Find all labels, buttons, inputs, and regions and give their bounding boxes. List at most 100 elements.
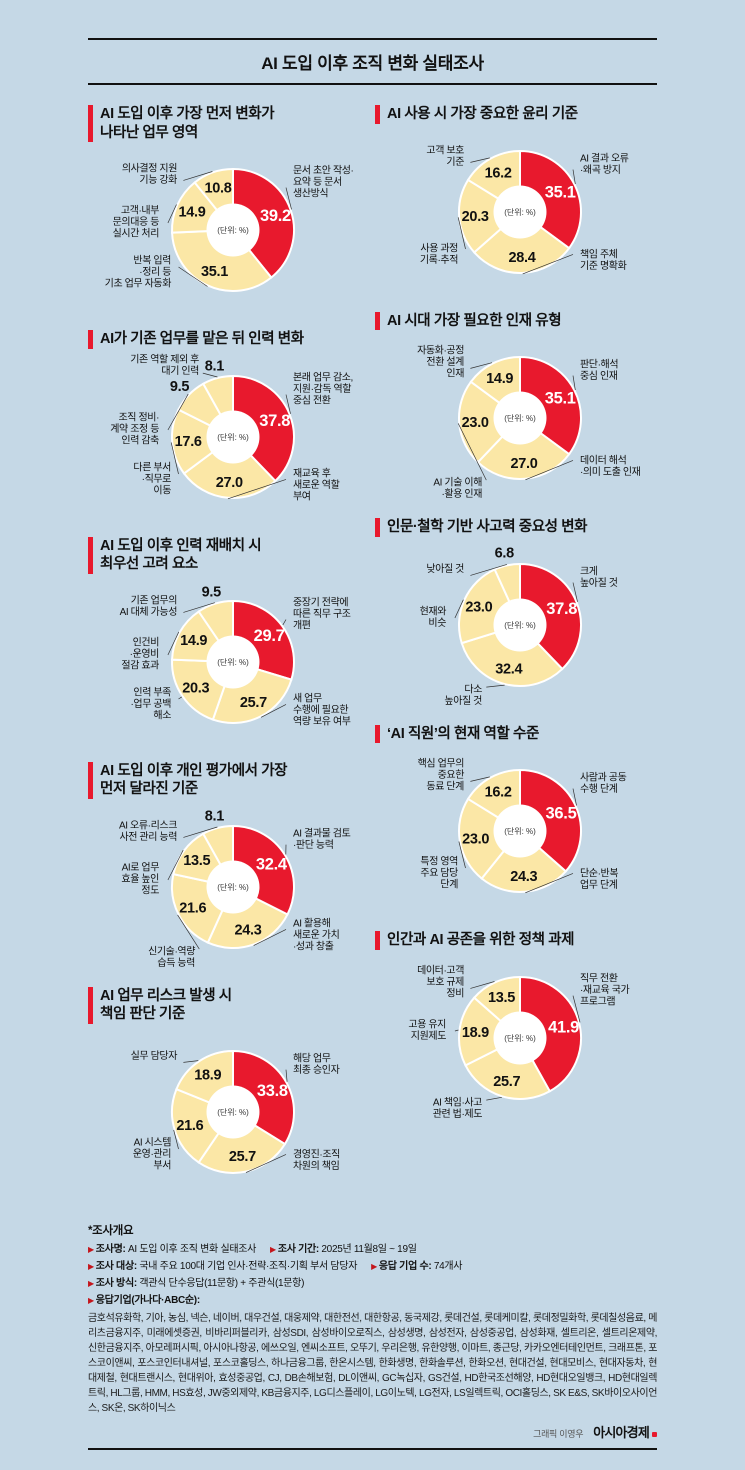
- slice-label: 신기술·역량 습득 능력: [148, 945, 195, 969]
- slice-value: 28.4: [508, 250, 535, 266]
- leader-line: [183, 1060, 199, 1063]
- slice-value: 24.3: [510, 869, 537, 885]
- slice-label: 고용 유지 지원제도: [408, 1018, 446, 1042]
- slice-label: 자동화·공정 전환 설계 인재: [417, 345, 464, 380]
- slice-value: 20.3: [182, 680, 209, 696]
- chart-title-text: 인문·철학 기반 사고력 중요성 변화: [387, 519, 588, 536]
- slice-value: 21.6: [179, 900, 206, 916]
- leader-line: [227, 478, 287, 499]
- donut-chart-svg: (단위: %) 35.1AI 결과 오류 ·왜곡 방지 28.4 책임 주체 기준 명확화…: [420, 144, 629, 274]
- leader-line: [245, 1154, 287, 1173]
- title-accent-bar: [88, 536, 93, 574]
- slice-value: 14.9: [180, 633, 207, 649]
- company-list: 금호석유화학, 기아, 농심, 넥슨, 네이버, 대우건설, 대웅제약, 대한전…: [88, 1312, 657, 1414]
- leader-line: [178, 696, 182, 700]
- slice-label: 재교육 후 새로운 역할 부여: [293, 467, 340, 502]
- leader-line: [183, 171, 213, 181]
- slice-label: 다소 높아질 것: [444, 683, 482, 707]
- title-accent-bar: [375, 311, 380, 331]
- chart-title: AI 사용 시 가장 중요한 윤리 기준: [375, 105, 657, 124]
- charts-grid: AI 도입 이후 가장 먼저 변화가 나타난 업무 영역 (단위: %) 39.2 문…: [88, 105, 657, 1212]
- unit-label: (단위: %): [504, 826, 536, 836]
- slice-value: 23.0: [462, 415, 489, 431]
- chart-policy-tasks: 인간과 AI 공존을 위한 정책 과제 (단위: %) 41.9 직무 전환 ·재교육 …: [375, 931, 657, 1128]
- slice-label: 고객·내부 문의대응 등 실시간 처리: [113, 205, 160, 240]
- leader-line: [470, 157, 490, 163]
- donut-slice: [232, 374, 295, 482]
- chart-title-text: AI 업무 리스크 발생 시 책임 판단 기준: [100, 987, 232, 1023]
- slice-value: 23.0: [462, 832, 489, 848]
- chart-title-text: AI 도입 이후 개인 평가에서 가장 먼저 달라진 기준: [100, 762, 288, 798]
- slice-label: 기존 역할 제외 후 대기 인력: [130, 353, 199, 377]
- slice-value: 39.2: [260, 207, 291, 225]
- survey-item-label: 조사명:: [95, 1243, 128, 1255]
- page-title: AI 도입 이후 조직 변화 실태조사: [261, 54, 484, 73]
- leader-line: [572, 375, 576, 391]
- unit-label: (단위: %): [217, 225, 249, 235]
- slice-label: 단순·반복 업무 단계: [580, 867, 618, 891]
- slice-value: 25.7: [229, 1149, 256, 1165]
- slice-label: 경영진·조직 차원의 책임: [293, 1147, 340, 1172]
- leader-line: [183, 826, 218, 838]
- brand-mark-icon: [652, 1431, 657, 1437]
- leader-line: [202, 372, 218, 377]
- chart-first-changed-work-area: AI 도입 이후 가장 먼저 변화가 나타난 업무 영역 (단위: %) 39.2 문…: [88, 105, 370, 320]
- leader-line: [572, 788, 577, 806]
- leader-line: [167, 849, 184, 880]
- donut-hole: [206, 1085, 260, 1139]
- chart-title-text: AI가 기존 업무를 맡은 뒤 인력 변화: [100, 331, 304, 348]
- survey-overview: *조사개요 ▶ 조사명: AI 도입 이후 조직 변화 실태조사 ▶ 조사 기간:…: [88, 1222, 657, 1450]
- slice-value: 37.8: [546, 600, 577, 618]
- slice-value: 25.7: [493, 1074, 520, 1090]
- donut-chart-svg: (단위: %) 37.8본래 업무 감소, 지원·감독 역할 중심 전환 27.0 재교육…: [110, 353, 353, 502]
- slice-value: 13.5: [183, 853, 210, 869]
- bullet-icon: ▶: [88, 1244, 96, 1254]
- slice-value: 8.1: [205, 808, 224, 824]
- slice-label: 데이터 해석 ·의미 도출 인재: [580, 453, 641, 478]
- donut-slice: [472, 210, 571, 274]
- slice-label: 낮아질 것: [426, 563, 464, 575]
- leader-line: [454, 599, 464, 618]
- charts-column-left: AI 도입 이후 가장 먼저 변화가 나타난 업무 영역 (단위: %) 39.2 문…: [88, 105, 370, 1212]
- slice-value: 37.8: [259, 412, 290, 430]
- chart-title: 인간과 AI 공존을 위한 정책 과제: [375, 931, 657, 950]
- leader-line: [572, 995, 581, 1023]
- brand-logo: 아시아경제: [593, 1422, 657, 1442]
- survey-line: ▶ 조사명: AI 도입 이후 조직 변화 실태조사 ▶ 조사 기간: 2025년…: [88, 1241, 657, 1258]
- slice-label: 중장기 전략에 따른 직무 구조 개편: [293, 596, 351, 631]
- survey-item-value: AI 도입 이후 조직 변화 실태조사: [128, 1243, 257, 1255]
- chart-talent-type: AI 시대 가장 필요한 인재 유형 (단위: %) 35.1 판단·해석 중심 인재 2…: [375, 311, 657, 509]
- leader-line: [525, 873, 574, 894]
- leader-line: [285, 187, 292, 210]
- survey-item: ▶ 조사명: AI 도입 이후 조직 변화 실태조사: [88, 1244, 256, 1255]
- survey-item: ▶ 응답기업(가나다·ABC순):: [88, 1295, 200, 1306]
- slice-value: 36.5: [546, 805, 577, 823]
- slice-label: 핵심 업무의 중요한 동료 단계: [418, 757, 465, 793]
- leader-line: [458, 841, 466, 869]
- donut-hole: [493, 804, 547, 858]
- bullet-icon: ▶: [371, 1261, 379, 1271]
- chart-reallocation-priority: AI 도입 이후 인력 재배치 시 최우선 고려 요소 (단위: %) 29.7 중장…: [88, 536, 370, 752]
- leader-line: [457, 216, 466, 249]
- top-rule: [88, 38, 657, 40]
- donut-slice: [171, 407, 235, 475]
- slice-label: 다른 부서 ·직무로 이동: [133, 461, 171, 496]
- masthead: AI 도입 이후 조직 변화 실태조사: [88, 38, 657, 85]
- slice-value: 17.6: [175, 434, 202, 450]
- slice-label: 인력 부족 ·업무 공백 해소: [130, 686, 171, 721]
- credit-line: 그래픽 이영우 아시아경제: [88, 1422, 657, 1442]
- donut-hole: [206, 860, 260, 914]
- leader-line: [167, 204, 177, 224]
- slice-label: 데이터·고객 보호 규제 정비: [417, 964, 464, 999]
- slice-value: 29.7: [254, 627, 285, 645]
- title-accent-bar: [88, 761, 93, 799]
- survey-item: ▶ 조사 대상: 국내 주요 100대 기업 인사·전략·조직·기획 부서 담당…: [88, 1261, 357, 1272]
- survey-line: ▶ 조사 방식: 객관식 단수응답(11문항) + 주관식(1문항): [88, 1275, 657, 1292]
- slice-label: 실무 담당자: [131, 1050, 178, 1062]
- slice-label: 해당 업무 최종 승인자: [293, 1051, 340, 1076]
- slice-value: 32.4: [495, 661, 522, 677]
- chart-humanities-thinking-importance: 인문·철학 기반 사고력 중요성 변화 (단위: %) 37.8 크게 높아질 것 32.…: [375, 518, 657, 715]
- chart-title: ‘AI 직원’의 현재 역할 수준: [375, 724, 657, 744]
- leader-line: [486, 684, 505, 688]
- slice-label: 사용 과정 기록·추적: [420, 242, 458, 265]
